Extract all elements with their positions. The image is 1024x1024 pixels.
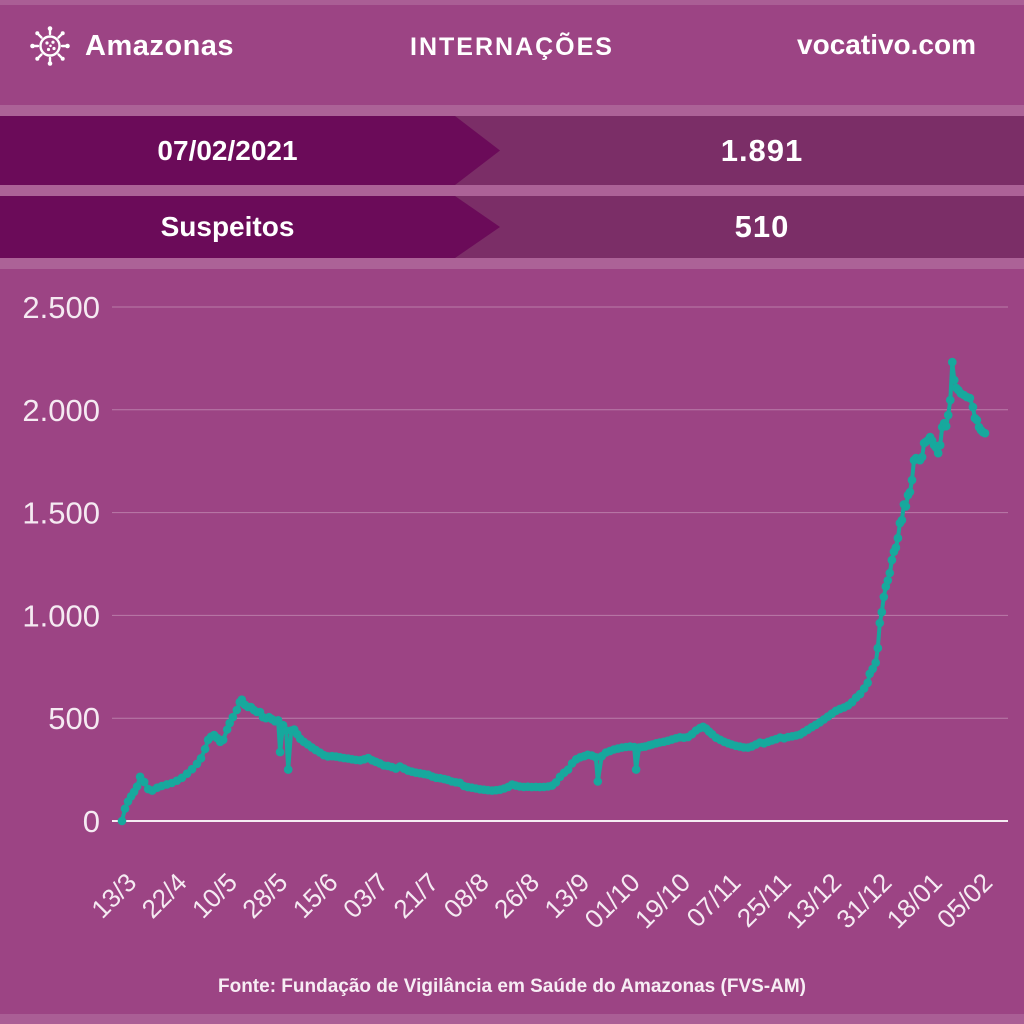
data-point xyxy=(187,764,197,774)
data-point xyxy=(885,568,895,578)
data-point xyxy=(948,357,957,367)
data-point xyxy=(887,555,897,565)
data-point xyxy=(905,487,915,497)
arrow-shape xyxy=(0,196,500,258)
x-tick-label: 22/4 xyxy=(136,867,193,924)
x-tick-label: 03/7 xyxy=(337,867,394,924)
y-tick-label: 1.000 xyxy=(22,598,100,633)
data-point xyxy=(893,533,903,543)
data-point xyxy=(907,475,917,485)
chart-svg: 0 500 1.000 1.500 2.000 2.500 13/322/410/528/5… xyxy=(22,290,1008,934)
bottom-accent-strip xyxy=(0,1014,1024,1024)
x-tick-label: 10/5 xyxy=(186,867,243,924)
data-point xyxy=(873,643,883,653)
data-point xyxy=(196,754,206,763)
x-tick-label: 13/3 xyxy=(85,867,142,924)
data-point xyxy=(968,402,978,412)
data-point xyxy=(863,678,872,688)
page-title: INTERNAÇÕES xyxy=(410,33,614,61)
data-point xyxy=(972,415,982,425)
data-point xyxy=(232,705,242,715)
data-point xyxy=(883,576,893,585)
brand-name: Amazonas xyxy=(85,29,235,62)
stat-date-value: 1.891 xyxy=(720,132,804,168)
y-tick-label: 2.500 xyxy=(22,290,100,325)
stat-row-date: 07/02/2021 1.891 xyxy=(0,116,1024,185)
gridlines xyxy=(112,306,1008,822)
x-tick-label: 18/01 xyxy=(881,867,948,934)
data-point xyxy=(946,395,955,405)
x-tick-label: 19/10 xyxy=(629,867,696,934)
x-tick-label: 15/6 xyxy=(287,867,344,924)
top-accent-strip xyxy=(0,0,1024,5)
y-tick-label: 500 xyxy=(48,701,100,736)
source-note: Fonte: Fundação de Vigilância em Saúde d… xyxy=(217,976,807,997)
x-axis-labels: 13/322/410/528/515/603/721/708/826/813/9… xyxy=(85,867,998,934)
virus-icon xyxy=(30,26,70,66)
stat-suspects-label: Suspeitos xyxy=(160,211,295,242)
data-point xyxy=(631,765,641,774)
site-url: vocativo.com xyxy=(797,29,976,60)
data-point xyxy=(933,448,943,458)
data-point xyxy=(117,816,127,826)
data-point xyxy=(917,452,927,462)
arrow-shape xyxy=(0,116,500,185)
stat-banners: 07/02/2021 1.891 Suspeitos 510 xyxy=(0,105,1024,269)
y-tick-label: 0 xyxy=(83,804,100,839)
data-point xyxy=(901,502,911,511)
x-tick-label: 08/8 xyxy=(438,867,495,924)
data-point xyxy=(563,765,573,774)
data-point xyxy=(139,777,149,787)
stat-date-label: 07/02/2021 xyxy=(157,134,298,166)
data-point xyxy=(283,765,293,774)
data-point xyxy=(132,782,142,791)
data-point xyxy=(275,747,285,757)
x-tick-label: 13/12 xyxy=(780,867,847,934)
data-point xyxy=(877,607,887,617)
hospitalizations-line xyxy=(120,360,987,823)
x-tick-label: 05/02 xyxy=(931,867,998,934)
banner-separator xyxy=(0,258,1024,269)
data-point xyxy=(941,421,951,431)
data-point xyxy=(950,375,959,385)
stat-suspects-value: 510 xyxy=(734,209,790,244)
x-tick-label: 26/8 xyxy=(488,867,545,924)
data-point xyxy=(891,543,901,552)
brand: Amazonas xyxy=(28,24,234,68)
data-point xyxy=(200,744,210,754)
data-point xyxy=(218,735,228,745)
data-point xyxy=(879,592,889,602)
header: Amazonas INTERNAÇÕES vocativo.com xyxy=(0,0,1024,105)
y-tick-label: 1.500 xyxy=(22,496,100,531)
data-point xyxy=(871,658,880,667)
data-points xyxy=(117,357,990,826)
data-point xyxy=(593,777,603,786)
x-tick-label: 07/11 xyxy=(681,867,747,933)
data-point xyxy=(965,393,975,403)
data-point xyxy=(935,440,945,450)
y-tick-label: 2.000 xyxy=(22,393,100,428)
data-point xyxy=(980,428,990,438)
data-point xyxy=(228,712,238,722)
x-tick-label: 31/12 xyxy=(830,867,897,934)
banner-separator xyxy=(0,185,1024,196)
x-tick-label: 01/10 xyxy=(579,867,646,934)
banner-separator xyxy=(0,105,1024,116)
stat-row-suspects: Suspeitos 510 xyxy=(0,196,1024,258)
x-tick-label: 21/7 xyxy=(387,867,444,924)
data-point xyxy=(875,618,885,628)
x-tick-label: 28/5 xyxy=(236,867,293,924)
data-point xyxy=(897,515,907,525)
chart-area: 0 500 1.000 1.500 2.000 2.500 13/3 22/4 10/5 28/5… xyxy=(0,270,1024,940)
data-point xyxy=(943,410,953,420)
y-axis-labels: 0 500 1.000 1.500 2.000 2.500 xyxy=(22,290,100,839)
data-point xyxy=(120,804,130,813)
x-tick-label: 25/11 xyxy=(731,867,797,933)
